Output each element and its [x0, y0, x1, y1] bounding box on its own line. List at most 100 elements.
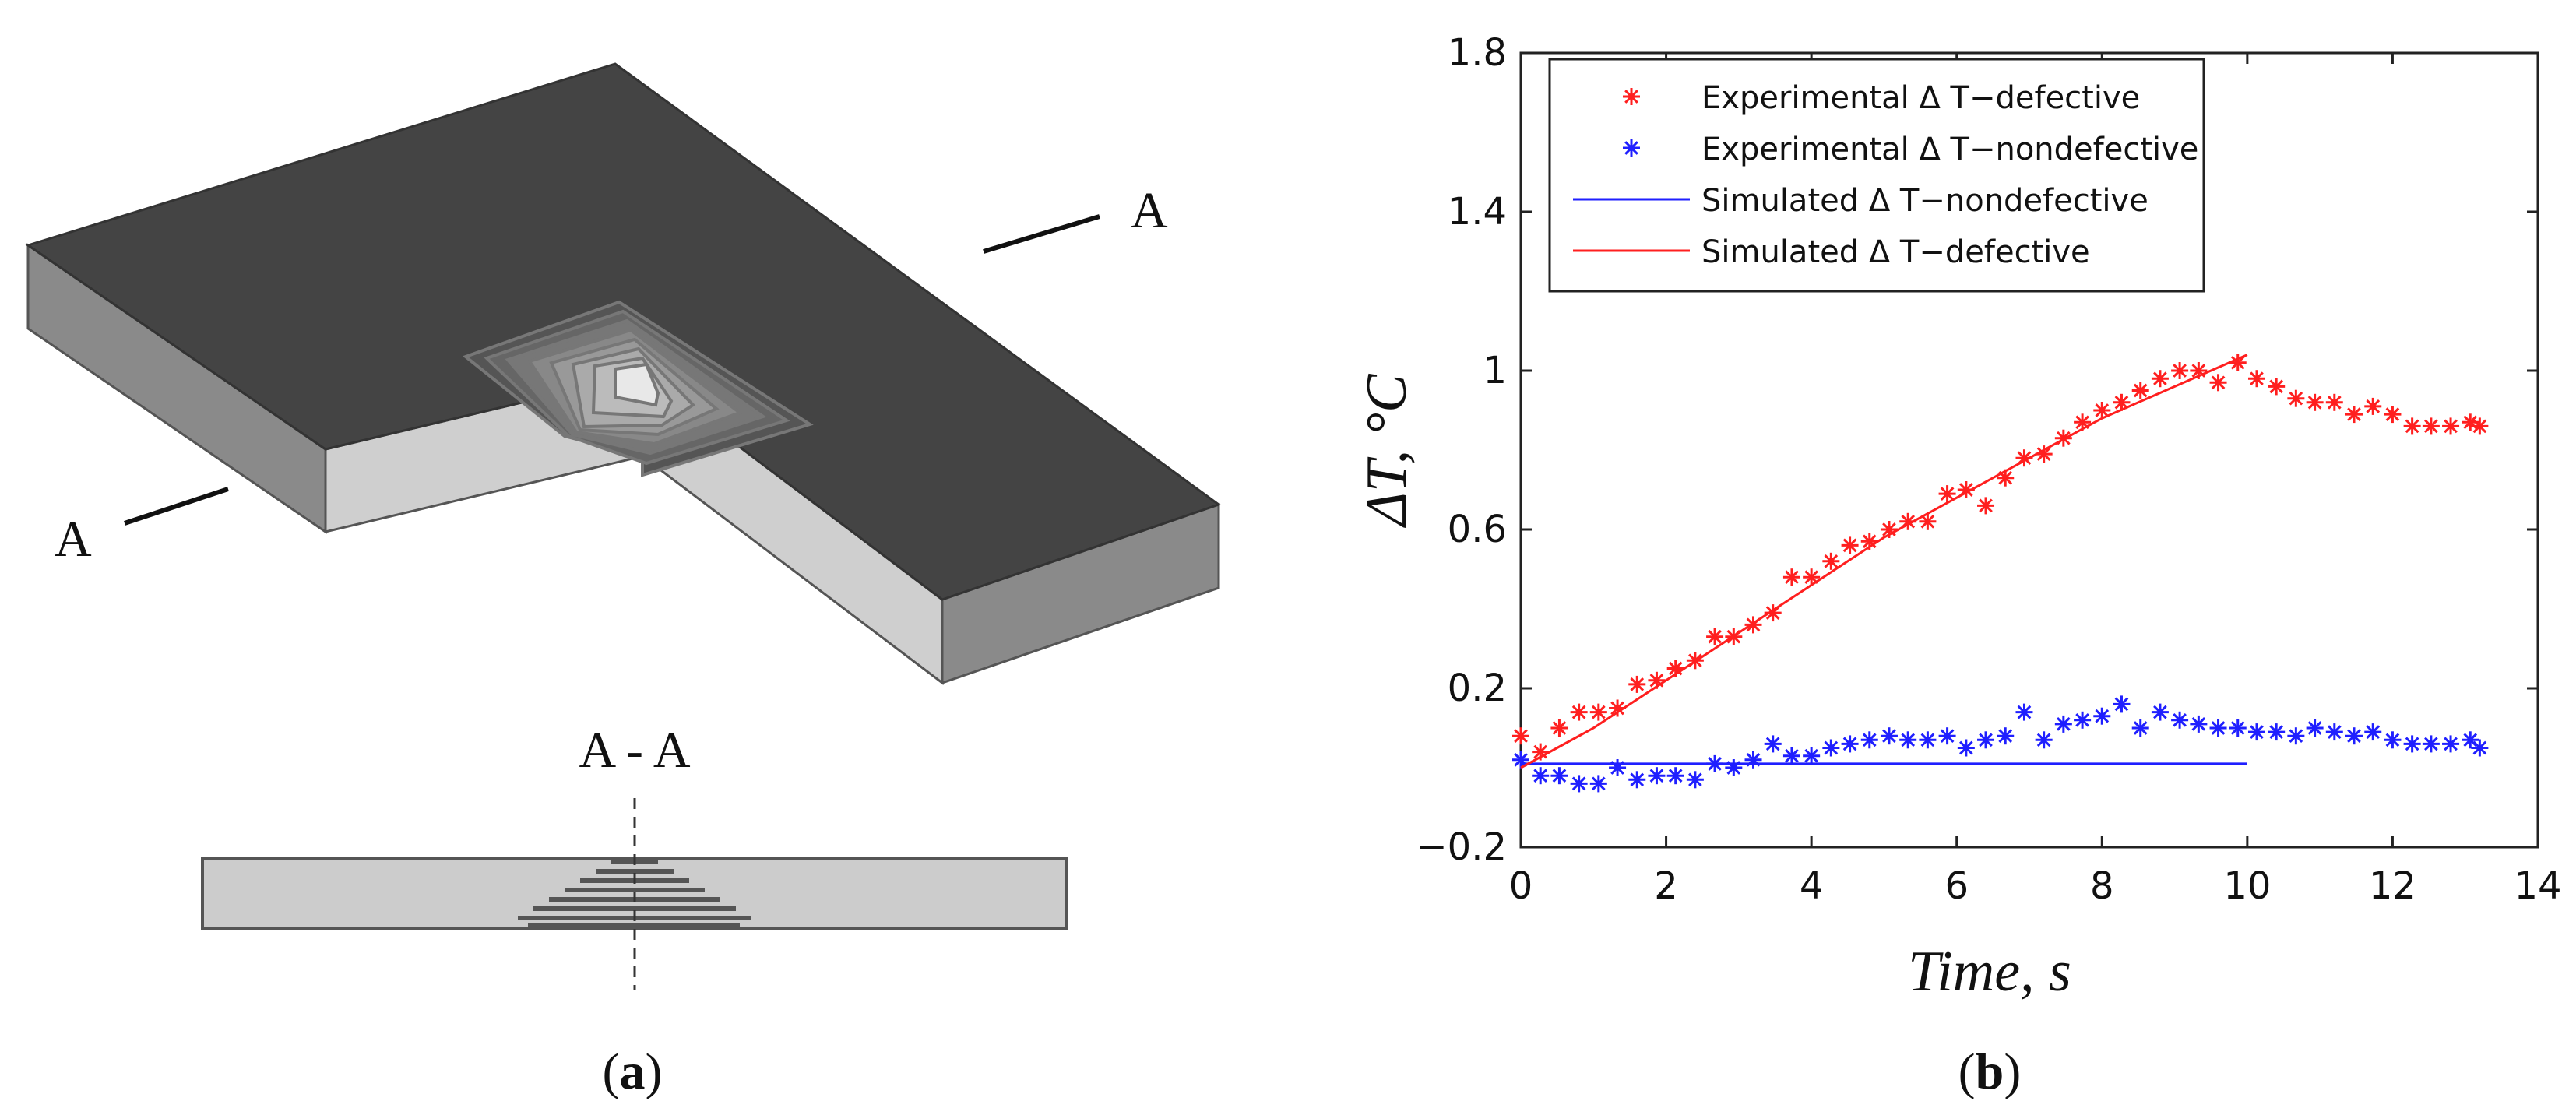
data-point [2306, 393, 2324, 411]
data-point [2190, 715, 2208, 733]
data-point [2093, 707, 2111, 725]
data-point [2471, 739, 2489, 757]
data-point [2113, 393, 2131, 411]
data-point [1841, 536, 1859, 554]
data-point [2364, 397, 2382, 415]
section-title: A - A [579, 722, 690, 779]
series-line [1520, 354, 2248, 769]
x-axis-label: Time, s [1908, 940, 2071, 1004]
data-point [1782, 747, 1800, 765]
data-point [1648, 767, 1666, 785]
plot-frame [1519, 51, 2539, 849]
data-point [2171, 711, 2189, 729]
y-tick-label: −0.2 [1416, 825, 1507, 869]
data-point [2247, 723, 2265, 741]
data-point [2422, 417, 2440, 435]
data-point [2384, 731, 2402, 749]
legend-label: Experimental Δ T−defective [1701, 80, 2140, 116]
data-point [2035, 731, 2053, 749]
data-point [2268, 378, 2286, 396]
legend-items: Experimental Δ T−defective Experimental Δ… [1573, 80, 2198, 270]
x-tick-label: 6 [1944, 864, 1969, 908]
data-point [2229, 719, 2247, 737]
data-point [1803, 747, 1821, 765]
data-point [2209, 719, 2227, 737]
legend-marker-swatch [1623, 88, 1640, 105]
data-point [1919, 731, 1937, 749]
data-point [2306, 719, 2324, 737]
series-layer [1512, 354, 2489, 793]
legend-label: Simulated Δ T−defective [1701, 234, 2090, 270]
data-point [1822, 739, 1840, 757]
data-point [2462, 413, 2479, 431]
section-label-left: A [55, 511, 92, 568]
data-point [1686, 771, 1704, 789]
data-point [1764, 735, 1782, 753]
data-point [1803, 568, 1821, 586]
x-axis-ticks: 0 2 4 6 8 10 12 14 [1509, 53, 2562, 908]
data-point [1550, 719, 1568, 737]
y-tick-label: 1.8 [1448, 31, 1507, 75]
data-point [2131, 382, 2149, 399]
plate-3d-illustration [25, 62, 1222, 686]
data-point [1822, 552, 1840, 570]
data-point [2151, 703, 2169, 721]
data-point [1666, 767, 1684, 785]
x-tick-label: 14 [2514, 864, 2561, 908]
data-point [1589, 703, 1607, 721]
data-point [2015, 703, 2033, 721]
defect-steps [462, 300, 814, 477]
data-point [1880, 727, 1898, 745]
y-axis-ticks: −0.2 0.2 0.6 1 1.4 1.8 [1416, 31, 2538, 869]
data-point [2093, 402, 2111, 419]
data-point [2054, 715, 2072, 733]
data-point [1841, 735, 1859, 753]
data-point [2171, 362, 2189, 379]
data-point [1628, 675, 1646, 693]
data-point [2403, 417, 2421, 435]
legend: Experimental Δ T−defective Experimental Δ… [1548, 58, 2205, 293]
data-point [1938, 727, 1956, 745]
data-point [1609, 759, 1627, 776]
x-tick-label: 4 [1800, 864, 1824, 908]
data-point [1957, 739, 1975, 757]
data-point [2113, 695, 2131, 713]
data-point [2345, 727, 2363, 745]
y-tick-label: 1.4 [1448, 190, 1507, 234]
data-point [1938, 485, 1956, 503]
series-markers-1 [1512, 695, 2489, 793]
data-point [1628, 771, 1646, 789]
data-point [2442, 735, 2460, 753]
data-point [1997, 727, 2015, 745]
section-line-left [124, 487, 229, 526]
x-tick-label: 10 [2223, 864, 2271, 908]
data-point [1899, 731, 1917, 749]
data-point [2403, 735, 2421, 753]
data-point [2471, 417, 2489, 435]
data-point [2325, 723, 2343, 741]
data-point [1512, 751, 1529, 769]
series-line-3 [1520, 354, 2248, 769]
caption-b-letter: b [1976, 1043, 2004, 1100]
cross-section-view [201, 798, 1068, 990]
data-point [1570, 703, 1588, 721]
x-tick-label: 0 [1509, 864, 1533, 908]
data-point [2229, 354, 2247, 371]
data-point [1512, 727, 1529, 745]
data-point [1725, 759, 1743, 776]
data-point [2364, 723, 2382, 741]
data-point [2074, 711, 2092, 729]
legend-marker-swatch [1623, 139, 1640, 157]
y-tick-label: 0.2 [1448, 667, 1507, 710]
data-point [2151, 370, 2169, 388]
data-point [1550, 767, 1568, 785]
caption-b: (b) [1958, 1043, 2022, 1100]
data-point [1532, 767, 1550, 785]
data-point [1570, 775, 1588, 793]
data-point [2384, 406, 2402, 424]
data-point [1977, 731, 1995, 749]
section-label-right: A [1131, 182, 1168, 239]
data-point [1589, 775, 1607, 793]
caption-a-letter: a [620, 1043, 646, 1100]
